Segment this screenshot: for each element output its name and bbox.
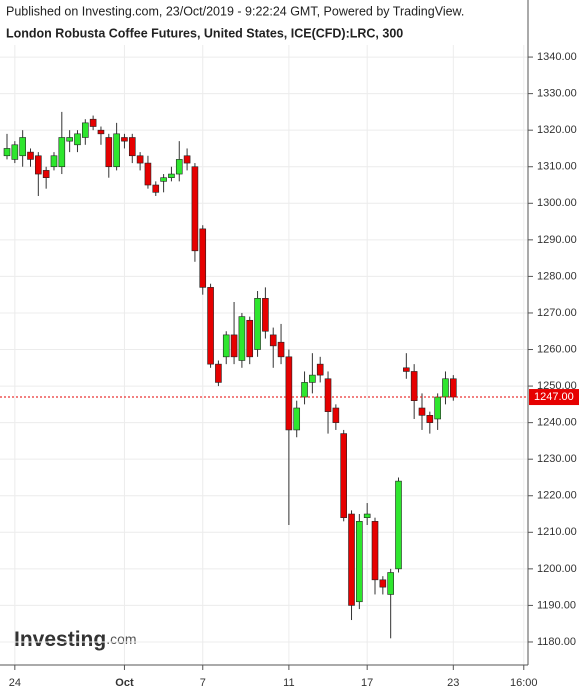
y-tick-label: 1280.00 <box>537 270 577 282</box>
x-tick-label: 7 <box>200 677 206 689</box>
candle-body <box>348 513 355 606</box>
y-tick-label: 1210.00 <box>537 526 577 538</box>
candle-body <box>27 151 34 160</box>
y-tick-label: 1320.00 <box>537 124 577 136</box>
y-tick-label: 1290.00 <box>537 234 577 246</box>
candle-body <box>58 137 66 168</box>
candle-body <box>42 170 50 179</box>
candle-body <box>3 148 11 157</box>
candle-body <box>371 521 379 581</box>
candle-body <box>340 433 347 518</box>
candle-body <box>324 378 332 412</box>
candle-body <box>379 579 387 588</box>
candle-body <box>293 407 301 431</box>
candle-body <box>363 513 371 518</box>
y-tick-label: 1330.00 <box>537 88 577 100</box>
candle-body <box>144 162 152 186</box>
candle-body <box>183 155 191 164</box>
last-price-label: 1247.00 <box>534 391 574 403</box>
y-tick-label: 1300.00 <box>537 197 577 209</box>
grid <box>0 45 528 665</box>
candle-body <box>19 137 26 157</box>
candle-body <box>356 521 363 603</box>
candle-body <box>168 173 175 179</box>
candle-body <box>387 572 394 595</box>
candle-body <box>50 155 58 168</box>
candle-body <box>395 480 402 570</box>
x-tick-label: 17 <box>361 677 373 689</box>
candle-body <box>332 407 340 423</box>
candle-body <box>262 298 269 332</box>
candle-body <box>238 316 246 361</box>
candle-body <box>410 371 418 401</box>
y-tick-label: 1200.00 <box>537 563 577 575</box>
candle-body <box>207 287 214 365</box>
y-tick-label: 1340.00 <box>537 51 577 63</box>
candle-body <box>66 137 73 142</box>
x-tick-label: 23 <box>447 677 459 689</box>
candle-body <box>254 298 261 350</box>
candle-body <box>199 228 207 288</box>
candle-body <box>316 363 324 376</box>
y-tick-label: 1180.00 <box>537 636 576 648</box>
y-tick-label: 1230.00 <box>537 453 577 465</box>
candle-body <box>434 396 441 420</box>
candle-body <box>269 334 277 347</box>
chart-title: London Robusta Coffee Futures, United St… <box>6 26 403 40</box>
y-tick-label: 1240.00 <box>537 417 577 429</box>
candle-body <box>128 137 136 157</box>
x-tick-label: 16:00 <box>510 677 538 689</box>
candle-body <box>121 137 128 142</box>
y-tick-label: 1310.00 <box>537 161 577 173</box>
candle-body <box>35 155 42 175</box>
y-tick-label: 1220.00 <box>537 490 577 502</box>
candle-body <box>418 407 426 416</box>
candle-body <box>191 166 199 252</box>
y-tick-label: 1260.00 <box>537 343 577 355</box>
candle-body <box>403 367 410 372</box>
candle-body <box>113 133 120 168</box>
x-tick-label: 11 <box>283 677 294 689</box>
y-tick-label: 1190.00 <box>537 599 576 611</box>
x-tick-label: 24 <box>9 677 21 689</box>
candle-body <box>301 382 308 398</box>
candle-body <box>230 334 238 358</box>
candle-body <box>309 374 316 383</box>
logo-suffix: .com <box>106 631 136 647</box>
candle-body <box>450 378 457 398</box>
candle-body <box>11 144 19 160</box>
candle-body <box>277 341 285 358</box>
x-tick-label: Oct <box>115 677 134 689</box>
logo-brand: Investing <box>14 628 106 651</box>
candle-body <box>285 356 293 431</box>
candle-body <box>160 177 167 182</box>
candle-body <box>175 159 183 175</box>
candle-body <box>97 129 105 135</box>
candle-body <box>136 155 144 164</box>
candle-body <box>152 184 160 193</box>
y-tick-label: 1270.00 <box>537 307 577 319</box>
y-tick-label: 1250.00 <box>537 380 577 392</box>
candle-body <box>222 334 230 358</box>
candle-body <box>442 378 449 398</box>
candle-body <box>105 137 113 168</box>
logo: Investing.com <box>14 628 137 651</box>
chart-subtitle: Published on Investing.com, 23/Oct/2019 … <box>6 4 464 18</box>
candle-body <box>82 122 89 138</box>
candle-body <box>426 415 434 423</box>
candle-body <box>215 363 222 383</box>
candle-body <box>89 118 97 127</box>
last-price-box <box>529 389 579 406</box>
candle-body <box>74 133 81 146</box>
candle-body <box>246 319 254 358</box>
